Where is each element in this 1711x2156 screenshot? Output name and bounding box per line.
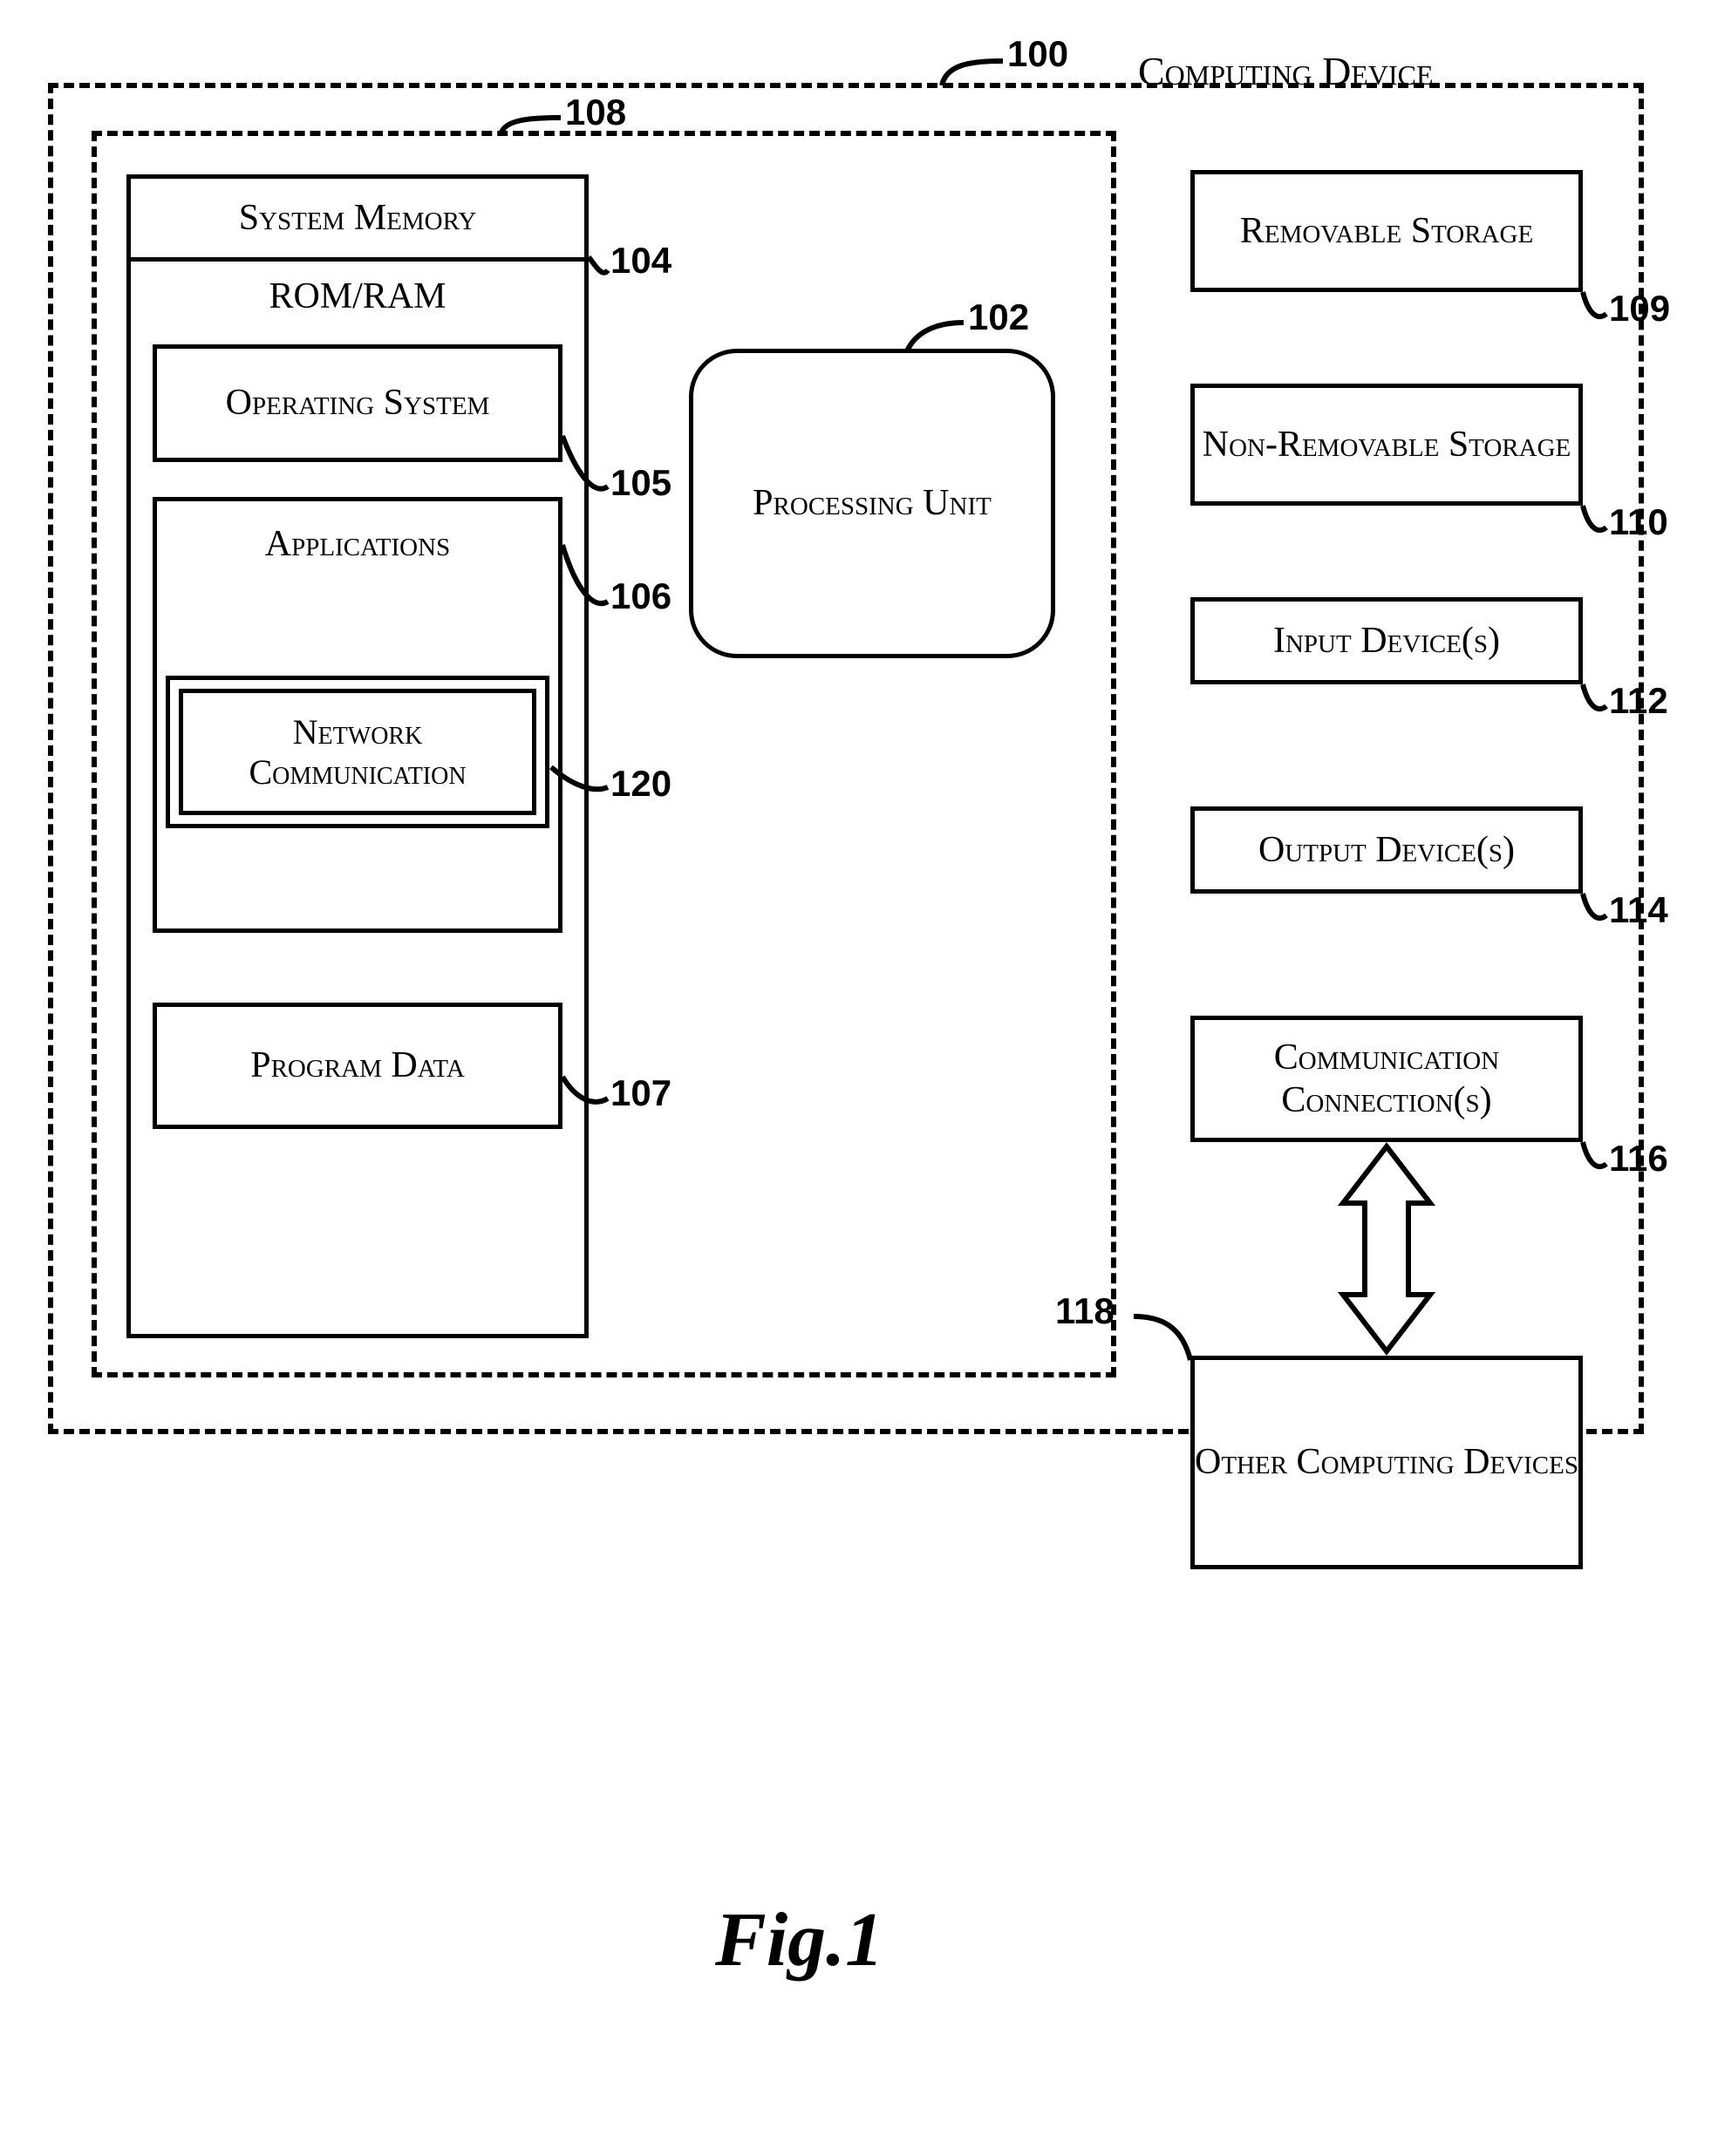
diagram-canvas: Computing Device 100 108 System Memory R… <box>0 0 1711 2156</box>
figure-caption: Fig.1 <box>715 1896 883 1984</box>
leader-lines <box>0 0 1711 1744</box>
